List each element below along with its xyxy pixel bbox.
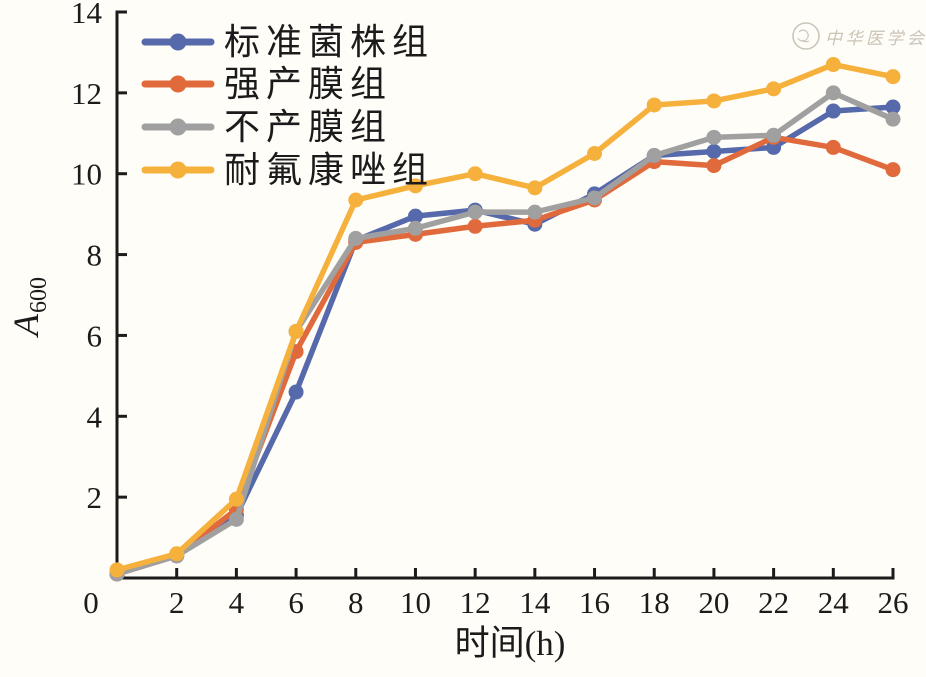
series-marker-3 [527,180,543,196]
y-tick-label: 8 [87,238,103,273]
series-marker-2 [885,111,901,127]
x-tick-label: 22 [758,585,789,620]
series-marker-1 [885,162,901,178]
series-marker-3 [825,57,841,73]
x-tick-label: 6 [288,585,304,620]
series-marker-3 [109,562,125,578]
x-tick-label: 14 [519,585,551,620]
series-marker-2 [407,220,423,236]
x-tick-label: 12 [460,585,491,620]
series-marker-3 [587,146,603,161]
series-marker-3 [467,166,483,182]
legend-label: 耐氟康唑组 [224,150,434,190]
series-marker-2 [228,511,244,527]
x-tick-label: 26 [878,585,909,620]
series-marker-0 [825,103,841,119]
data-series [109,57,901,582]
legend-label: 不产膜组 [224,107,392,147]
series-marker-0 [885,99,901,115]
series-marker-2 [587,190,603,206]
watermark-seal-glyph-icon [797,29,810,43]
y-axis-title-subscript: 600 [26,277,52,313]
x-tick-label: 10 [400,585,431,620]
legend-marker-sample [169,33,187,51]
y-axis-title-main: A [6,313,46,338]
legend-label: 标准菌株组 [224,22,434,62]
series-marker-3 [766,81,782,97]
series-marker-3 [348,192,364,208]
watermark-seal-icon [792,22,820,50]
series-marker-3 [169,546,185,562]
series-marker-0 [706,143,722,159]
y-tick-label: 10 [71,157,102,192]
y-tick-label: 2 [87,480,103,515]
series-marker-1 [467,218,483,234]
series-line-2 [114,90,896,577]
y-tick-label: 6 [87,318,103,353]
legend-marker-sample [169,118,187,136]
journal-watermark: 中华医学会 [792,22,926,50]
series-marker-2 [825,85,841,101]
x-tick-label: 16 [579,585,610,620]
x-tick-label: 8 [348,585,364,620]
x-tick-label: 24 [818,585,850,620]
series-marker-2 [646,148,662,164]
x-tick-label: 4 [229,585,245,620]
series-marker-2 [467,204,483,220]
series-marker-3 [407,178,423,194]
x-tick-label: 18 [639,585,670,620]
series-marker-3 [228,491,244,507]
legend-marker-sample [169,75,187,93]
series-marker-2 [766,127,782,143]
series-marker-3 [646,97,662,113]
legend-marker-sample [169,161,187,179]
x-axis-title: 时间(h) [455,624,566,663]
x-tick-label: 0 [83,585,99,620]
series-marker-3 [288,323,304,339]
series-marker-3 [706,93,722,109]
series-marker-2 [348,230,364,246]
series-marker-0 [407,208,423,224]
y-axis-title: A600 [6,277,52,338]
x-tick-label: 2 [169,585,185,620]
series-marker-2 [706,129,722,145]
x-tick-label: 20 [698,585,729,620]
series-marker-3 [885,69,901,85]
legend-label: 强产膜组 [224,64,392,104]
series-marker-1 [825,139,841,155]
watermark-text: 中华医学会 [825,29,926,48]
series-marker-1 [706,158,722,174]
series-marker-2 [527,204,543,220]
y-tick-label: 14 [71,0,103,30]
series-line-3 [114,61,896,573]
y-tick-label: 4 [87,399,103,434]
series-marker-0 [288,384,304,400]
y-tick-label: 12 [71,76,102,111]
